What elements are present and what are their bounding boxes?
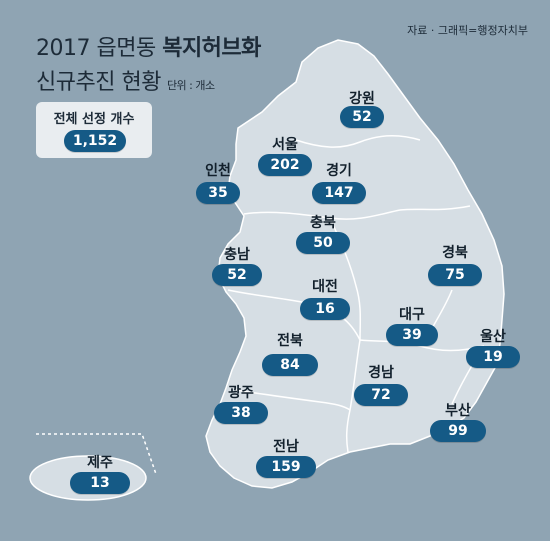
region-value-incheon: 35 [196,182,240,204]
region-value-daegu: 39 [386,324,438,346]
page-subtitle: 신규추진 현황 단위 : 개소 [36,70,215,95]
unit-label: 단위 : 개소 [166,79,215,92]
region-name-gyeongbuk: 경북 [442,245,468,261]
region-value-ulsan: 19 [466,346,520,368]
region-name-incheon: 인천 [205,163,231,179]
region-name-daegu: 대구 [399,307,425,323]
total-box: 전체 선정 개수 1,152 [36,102,152,158]
region-value-jeju: 13 [70,472,130,494]
region-name-chungnam: 충남 [224,247,250,263]
region-value-gyeongnam: 72 [354,384,408,406]
region-value-daejeon: 16 [300,298,350,320]
region-name-gyeongnam: 경남 [368,365,394,381]
jeju-inset-line [36,433,157,475]
region-value-chungnam: 52 [212,264,262,286]
region-name-busan: 부산 [445,403,471,419]
total-label: 전체 선정 개수 [53,112,135,127]
region-value-gyeonggi: 147 [312,182,366,204]
region-value-gangwon: 52 [340,106,384,128]
region-name-ulsan: 울산 [480,329,506,345]
region-name-seoul: 서울 [272,137,298,153]
region-name-daejeon: 대전 [312,279,338,295]
region-name-gwangju: 광주 [228,385,254,401]
region-name-chungbuk: 충북 [310,215,336,231]
page-title: 2017 읍면동 복지허브화 [36,36,261,61]
region-name-jeonbuk: 전북 [277,333,303,349]
region-name-jeju: 제주 [87,455,113,471]
region-name-jeonnam: 전남 [273,439,299,455]
total-value: 1,152 [64,130,126,152]
region-value-seoul: 202 [258,154,312,176]
region-name-gangwon: 강원 [349,91,375,107]
region-value-chungbuk: 50 [296,232,350,254]
region-value-jeonbuk: 84 [262,354,318,376]
region-value-gwangju: 38 [214,402,268,424]
source-label: 자료 · 그래픽=행정자치부 [407,24,528,37]
region-value-busan: 99 [430,420,486,442]
region-name-gyeonggi: 경기 [326,163,352,179]
region-value-jeonnam: 159 [256,456,316,478]
region-value-gyeongbuk: 75 [428,264,482,286]
